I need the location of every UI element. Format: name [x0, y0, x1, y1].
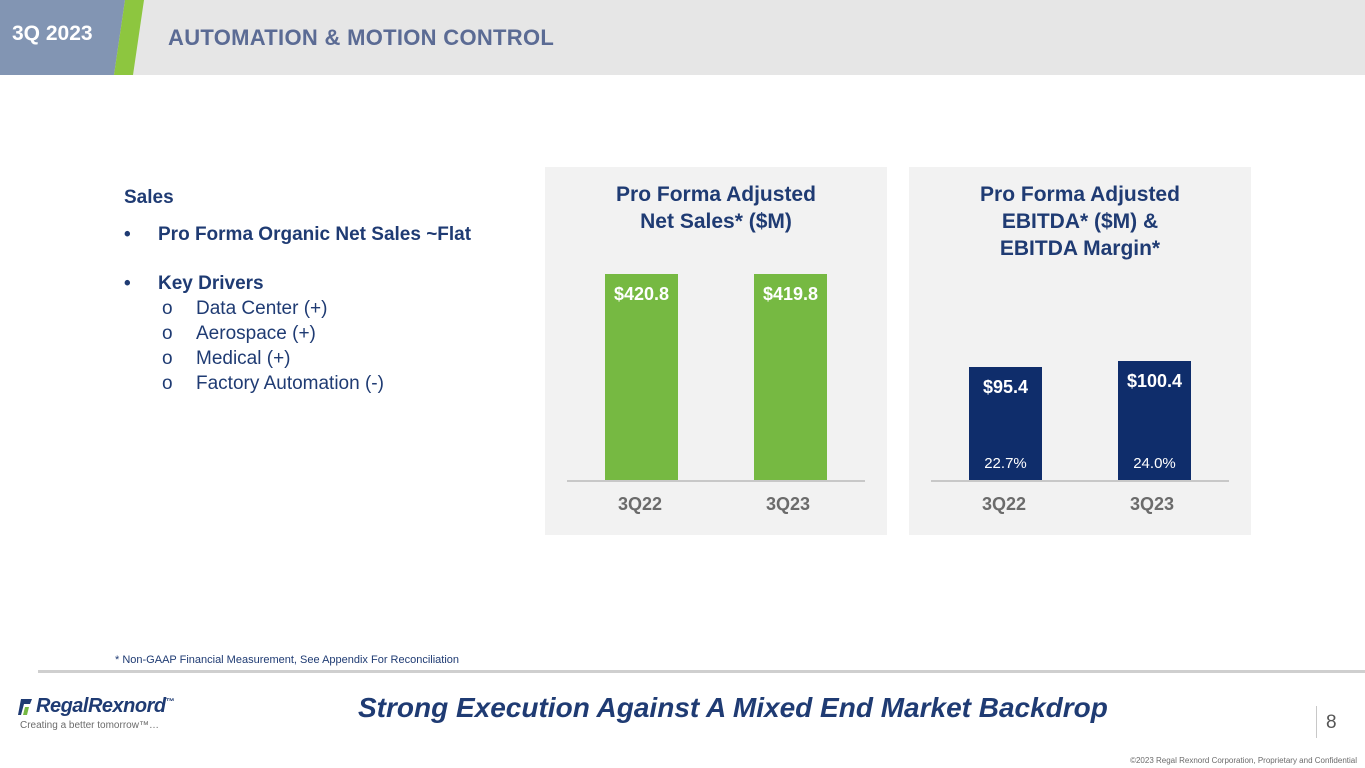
period-label: 3Q 2023: [12, 22, 93, 45]
sub-bullet-text: Data Center (+): [196, 298, 328, 319]
chart-title-line: Pro Forma Adjusted: [616, 183, 816, 206]
page-number-divider: [1316, 706, 1317, 738]
page-number: 8: [1326, 712, 1337, 733]
bar-3q23: $100.4 24.0%: [1118, 361, 1191, 480]
period-tab: [0, 0, 125, 75]
margin-label: 22.7%: [984, 455, 1027, 472]
category-label: 3Q22: [617, 494, 663, 514]
footer-divider: [38, 670, 1365, 673]
bar-3q23: $419.8: [754, 274, 827, 480]
ebitda-chart-panel: Pro Forma Adjusted EBITDA* ($M) & EBITDA…: [909, 167, 1251, 535]
margin-label: 24.0%: [1133, 454, 1176, 472]
page-title: AUTOMATION & MOTION CONTROL: [168, 25, 555, 50]
bullet-marker: •: [124, 273, 131, 294]
bullet-text: Pro Forma Organic Net Sales ~Flat: [158, 224, 472, 245]
net-sales-chart-panel: Pro Forma Adjusted Net Sales* ($M) $420.…: [545, 167, 887, 535]
sub-bullet-marker: o: [162, 348, 173, 369]
chart-title: Pro Forma Adjusted Net Sales* ($M): [545, 181, 887, 235]
category-label: 3Q23: [1129, 494, 1175, 514]
sub-bullet-text: Aerospace (+): [196, 323, 316, 344]
bar-value-label: $420.8: [613, 284, 670, 304]
sub-bullet-text: Factory Automation (-): [196, 373, 384, 394]
slide-headline: Strong Execution Against A Mixed End Mar…: [358, 692, 1108, 723]
sales-heading: Sales: [124, 187, 174, 208]
sub-bullet-marker: o: [162, 323, 173, 344]
header-bar: [0, 0, 1365, 75]
logo-wordmark: RegalRexnord™: [36, 695, 175, 717]
chart-title-line: Net Sales* ($M): [640, 210, 792, 233]
sub-bullet-marker: o: [162, 373, 173, 394]
chart-title: Pro Forma Adjusted EBITDA* ($M) & EBITDA…: [909, 181, 1251, 262]
sub-bullet-marker: o: [162, 298, 173, 319]
bullet-marker: •: [124, 224, 131, 245]
chart-baseline: [567, 480, 865, 482]
chart-title-line: EBITDA Margin*: [999, 237, 1161, 260]
sub-bullet-text: Medical (+): [196, 348, 291, 369]
tagline: Creating a better tomorrow™…: [20, 720, 159, 731]
bullet-text: Key Drivers: [158, 273, 264, 294]
bar-3q22: $95.4 22.7%: [969, 367, 1042, 480]
bar-value-label: $100.4: [1126, 371, 1183, 392]
category-label: 3Q23: [765, 494, 811, 514]
category-label: 3Q22: [981, 494, 1027, 514]
chart-title-line: EBITDA* ($M) &: [1001, 210, 1159, 233]
copyright: ©2023 Regal Rexnord Corporation, Proprie…: [1130, 756, 1357, 765]
chart-baseline: [931, 480, 1229, 482]
bar-3q22: $420.8: [605, 274, 678, 480]
bar-value-label: $419.8: [762, 284, 819, 305]
bar-value-label: $95.4: [982, 377, 1029, 397]
logo-mark-icon: [18, 699, 32, 715]
footnote: * Non-GAAP Financial Measurement, See Ap…: [115, 654, 460, 666]
chart-title-line: Pro Forma Adjusted: [980, 183, 1180, 206]
